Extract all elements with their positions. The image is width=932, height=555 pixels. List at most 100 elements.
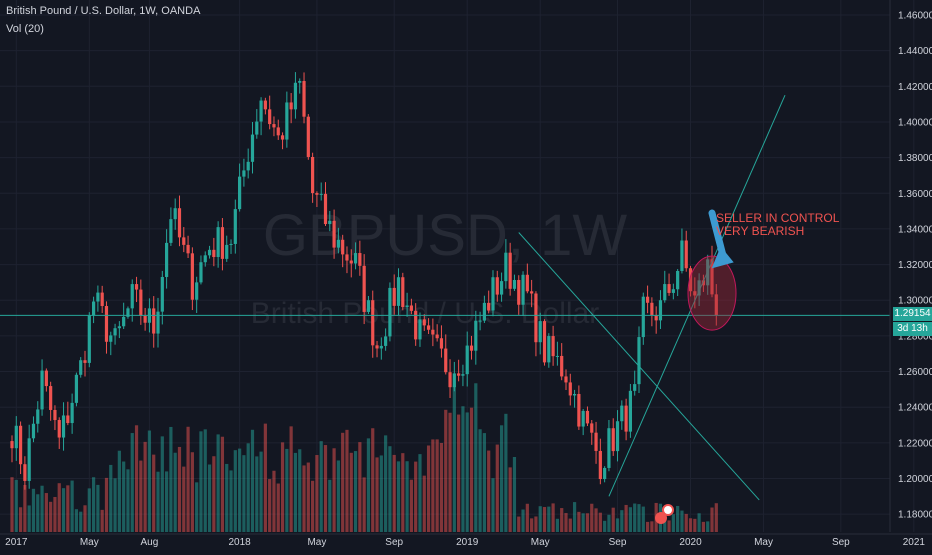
volume-indicator-label[interactable]: Vol (20) (6, 23, 44, 35)
volume-bar (384, 435, 388, 532)
volume-bar (134, 425, 139, 532)
volume-bar (109, 464, 113, 532)
candle-body (242, 170, 246, 177)
candle-body (100, 292, 104, 307)
candle-body (169, 219, 173, 243)
candle-body (504, 252, 508, 282)
candle-body (525, 274, 529, 292)
volume-bar (14, 479, 18, 532)
candle-body (18, 425, 23, 465)
candle-body (40, 370, 44, 410)
candle-body (478, 320, 482, 322)
candle-body (353, 253, 358, 264)
candle-body (14, 425, 18, 449)
volume-bar (671, 514, 675, 532)
candle-body (323, 193, 328, 225)
watermark-symbol: GBPUSD, 1W (263, 203, 627, 268)
candle-body (293, 82, 298, 110)
candle-body (564, 376, 568, 383)
volume-bar (401, 453, 405, 532)
volume-bar (422, 475, 426, 532)
volume-bar (482, 433, 486, 532)
trendline (518, 232, 760, 501)
candle-body (577, 393, 581, 427)
volume-bar (590, 503, 594, 532)
volume-bar (615, 518, 620, 532)
candle-body (66, 415, 70, 424)
candle-body (542, 321, 547, 363)
volume-bar (66, 485, 70, 532)
volume-bar (40, 485, 44, 532)
volume-bar (641, 506, 645, 532)
candle-body (585, 410, 590, 424)
volume-bar (289, 426, 293, 532)
candle-body (49, 386, 53, 410)
y-tick-label: 1.34000 (898, 224, 932, 235)
candle-body (534, 293, 538, 343)
volume-bar (126, 469, 130, 532)
volume-bar (710, 507, 714, 532)
candle-body (435, 334, 439, 339)
x-tick-label: 2017 (5, 537, 28, 548)
candle-body (615, 421, 620, 452)
volume-bar (624, 504, 628, 532)
candle-body (396, 277, 401, 306)
candle-body (298, 81, 302, 83)
volume-bar (645, 521, 650, 532)
volume-bar (607, 514, 611, 532)
candle-body (272, 124, 276, 128)
volume-bar (585, 513, 590, 532)
y-tick-label: 1.26000 (898, 367, 932, 378)
candle-body (371, 300, 375, 346)
volume-bar (598, 512, 602, 532)
volume-bar (147, 430, 152, 532)
volume-bar (293, 452, 298, 532)
candle-body (87, 315, 91, 363)
volume-bar (61, 488, 66, 532)
volume-bar (474, 383, 478, 532)
volume-bar (392, 454, 396, 532)
volume-bar (255, 456, 259, 532)
volume-bar (207, 464, 212, 532)
candle-body (220, 227, 225, 259)
candle-body (225, 244, 229, 259)
candle-body (641, 296, 645, 338)
volume-bar (130, 433, 134, 532)
candle-body (697, 280, 701, 296)
candle-body (70, 402, 74, 424)
volume-bar (250, 429, 255, 532)
candle-body (495, 277, 499, 295)
volume-bar (285, 448, 289, 532)
volume-bar (435, 439, 439, 532)
volume-bar (349, 452, 353, 532)
x-tick-label: May (531, 537, 550, 548)
x-tick-label: 2021 (903, 537, 926, 548)
volume-bar (495, 444, 499, 532)
candle-body (117, 326, 121, 329)
volume-bar (259, 451, 263, 532)
volume-bar (418, 454, 422, 532)
volume-bar (173, 452, 177, 532)
volume-bar (525, 503, 529, 532)
candle-body (551, 336, 555, 357)
candle-body (229, 243, 233, 245)
candle-body (444, 348, 448, 373)
candle-body (654, 314, 658, 321)
candle-body (645, 296, 650, 303)
volume-bar (667, 520, 671, 532)
volume-bar (96, 484, 100, 532)
candle-body (688, 268, 693, 292)
candle-body (306, 116, 310, 157)
volume-bar (341, 432, 345, 532)
candle-body (482, 302, 486, 321)
candle-body (568, 382, 572, 396)
volume-bar (594, 508, 598, 532)
volume-bar (242, 455, 246, 532)
candle-body (590, 423, 594, 433)
volume-bar (680, 510, 684, 532)
candle-body (469, 345, 474, 351)
candle-body (710, 259, 714, 295)
candle-body (512, 279, 517, 289)
